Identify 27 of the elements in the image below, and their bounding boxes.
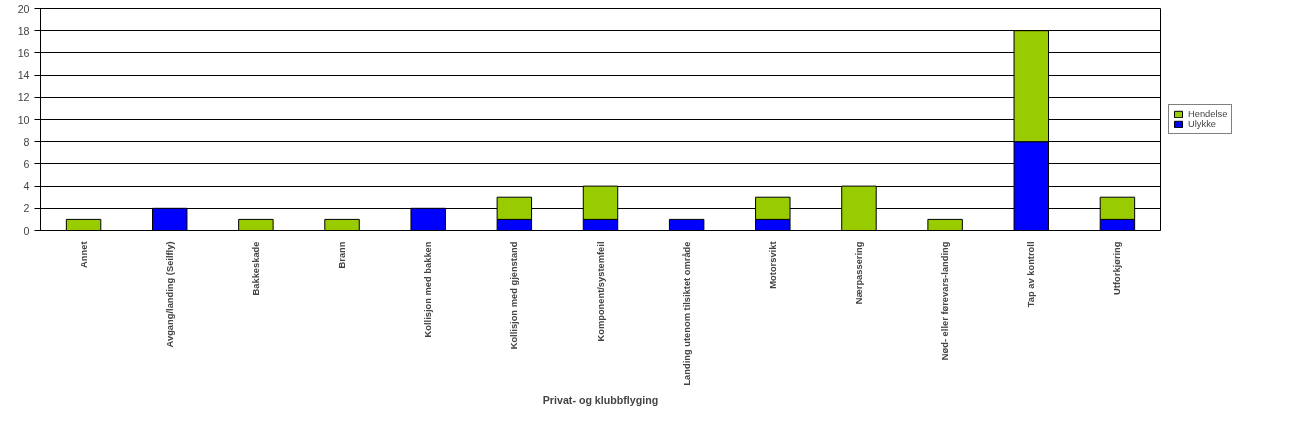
y-tick-label: 2	[23, 202, 30, 215]
x-tick-label: Komponent/systemfeil	[595, 241, 606, 342]
x-tick-label: Kollisjon med gjenstand	[509, 241, 520, 350]
y-tick-label: 0	[23, 224, 30, 237]
x-tick-label: Annet	[78, 241, 89, 268]
x-tick-label: Brann	[337, 241, 348, 269]
y-tick-label: 10	[17, 113, 30, 126]
x-tick-label: Utforkjøring	[1112, 241, 1123, 295]
legend-label: Ulykke	[1188, 119, 1216, 129]
legend-label: Hendelse	[1188, 109, 1228, 119]
y-tick-label: 14	[17, 69, 30, 82]
x-tick-label: Landing utenom tilsiktet område	[681, 241, 692, 386]
y-tick-label: 18	[17, 24, 30, 37]
x-tick-label: Avgang/landing (Seilfly)	[164, 241, 175, 348]
y-tick-label: 12	[17, 91, 30, 104]
y-tick-label: 8	[23, 135, 30, 148]
y-tick-label: 20	[17, 2, 30, 15]
x-tick-label: Bakkeskade	[250, 241, 261, 296]
x-tick-label: Nød- eller førevars-landing	[940, 241, 951, 361]
x-tick-label: Tap av kontroll	[1026, 241, 1037, 308]
x-tick-label: Kollisjon med bakken	[423, 241, 434, 338]
x-axis-title: Privat- og klubbflyging	[542, 393, 659, 406]
y-tick-label: 16	[17, 46, 30, 59]
x-tick-label: Motorsvikt	[767, 241, 778, 289]
y-tick-label: 6	[23, 157, 30, 170]
x-tick-label: Nærpassering	[853, 241, 864, 305]
y-tick-label: 4	[23, 180, 30, 193]
